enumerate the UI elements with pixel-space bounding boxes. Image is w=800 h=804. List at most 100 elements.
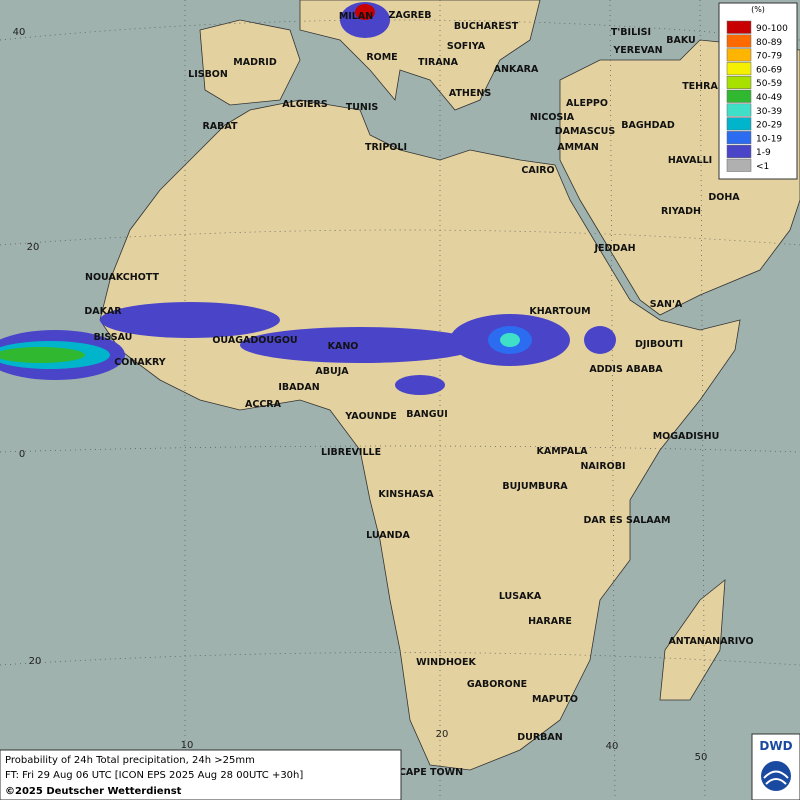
legend-swatch: [726, 89, 752, 103]
city-label: CAIRO: [521, 165, 554, 176]
lat-label: 0: [19, 449, 25, 460]
city-label: TRIPOLI: [365, 142, 407, 153]
legend-swatch: [726, 131, 752, 145]
city-label: WINDHOEK: [416, 657, 476, 668]
footer-line: ©2025 Deutscher Wetterdienst: [5, 786, 182, 797]
city-label: ALGIERS: [282, 99, 328, 110]
legend-swatch: [726, 144, 752, 158]
legend-label: 10-19: [756, 134, 782, 144]
legend-label: 90-100: [756, 24, 788, 34]
city-label: DAMASCUS: [555, 126, 616, 137]
lat-label: 20: [29, 656, 42, 667]
city-label: LISBON: [188, 69, 228, 80]
city-label: RIYADH: [661, 206, 701, 217]
city-label: BAGHDAD: [621, 120, 675, 131]
city-label: DOHA: [708, 192, 740, 203]
city-label: TIRANA: [418, 57, 459, 68]
legend-label: 80-89: [756, 38, 782, 48]
city-label: ROME: [366, 52, 397, 63]
legend-swatch: [726, 75, 752, 89]
city-label: ADDIS ABABA: [589, 364, 663, 375]
city-label: KANO: [328, 341, 359, 352]
city-label: RABAT: [202, 121, 238, 132]
lon-label: 40: [606, 741, 619, 752]
legend-swatch: [726, 48, 752, 62]
city-label: IBADAN: [278, 382, 319, 393]
city-label: BUCHAREST: [454, 21, 519, 32]
city-label: SOFIYA: [447, 41, 486, 52]
legend-swatch: [726, 117, 752, 131]
city-label: ZAGREB: [388, 10, 431, 21]
city-label: BISSAU: [94, 332, 133, 343]
city-label: LUSAKA: [499, 591, 542, 602]
city-label: DAR ES SALAAM: [584, 515, 671, 526]
city-label: HAVALLI: [668, 155, 712, 166]
lon-label: 50: [695, 752, 708, 763]
legend-unit: (%): [751, 5, 765, 14]
city-label: ANKARA: [494, 64, 539, 75]
precipitation: [0, 2, 616, 395]
city-label: CAPE TOWN: [399, 767, 463, 778]
city-label: YEREVAN: [612, 45, 662, 56]
city-label: LUANDA: [366, 530, 410, 541]
legend-label: 40-49: [756, 93, 782, 103]
logo-text: DWD: [759, 739, 792, 753]
lat-label: 20: [27, 242, 40, 253]
city-label: KINSHASA: [378, 489, 434, 500]
city-label: DURBAN: [517, 732, 563, 743]
city-label: T'BILISI: [611, 27, 651, 38]
city-label: MAPUTO: [532, 694, 578, 705]
labels: MILAN ZAGREB BUCHAREST SOFIYA T'BILISI BAKU YE…: [13, 10, 754, 778]
city-label: DJIBOUTI: [635, 339, 683, 350]
city-label: OUAGADOUGOU: [212, 335, 297, 346]
city-label: NAIROBI: [580, 461, 625, 472]
legend: (%) 90-100 80-89 70-79 60-69 50-59 40-49 30-39…: [718, 2, 798, 180]
city-label: BUJUMBURA: [502, 481, 568, 492]
city-label: TEHRA: [682, 81, 718, 92]
city-label: KAMPALA: [536, 446, 588, 457]
city-label: MILAN: [339, 11, 373, 22]
city-label: DAKAR: [84, 306, 122, 317]
logo-wave: [763, 770, 789, 785]
city-label: BAKU: [666, 35, 696, 46]
legend-swatch: [726, 20, 752, 34]
city-label: AMMAN: [557, 142, 599, 153]
city-label: GABORONE: [467, 679, 527, 690]
legend-label: 1-9: [756, 148, 771, 158]
city-label: MADRID: [233, 57, 277, 68]
lon-label: 20: [436, 729, 449, 740]
city-label: ALEPPO: [566, 98, 608, 109]
footer-line: FT: Fri 29 Aug 06 UTC [ICON EPS 2025 Aug…: [5, 770, 303, 781]
legend-label: 60-69: [756, 65, 782, 75]
legend-label: 50-59: [756, 79, 782, 89]
city-label: SAN'A: [650, 299, 683, 310]
city-label: MOGADISHU: [653, 431, 720, 442]
city-label: NOUAKCHOTT: [85, 272, 159, 283]
city-label: NICOSIA: [530, 112, 575, 123]
legend-swatch: [726, 62, 752, 76]
city-label: ABUJA: [315, 366, 349, 377]
legend-label: <1: [756, 162, 769, 172]
city-label: TUNIS: [346, 102, 379, 113]
city-label: ACCRA: [245, 399, 282, 410]
city-label: YAOUNDE: [344, 411, 396, 422]
city-label: JEDDAH: [593, 243, 635, 254]
city-label: CONAKRY: [114, 357, 166, 368]
city-label: LIBREVILLE: [321, 447, 381, 458]
logo-mark: [761, 761, 791, 791]
legend-swatch: [726, 158, 752, 172]
legend-label: 70-79: [756, 52, 782, 62]
legend-label: 30-39: [756, 107, 782, 117]
footer-box: [0, 749, 402, 801]
city-label: KHARTOUM: [529, 306, 590, 317]
legend-label: 20-29: [756, 121, 782, 131]
city-label: BANGUI: [406, 409, 448, 420]
legend-swatch: [726, 34, 752, 48]
footer-line: Probability of 24h Total precipitation, …: [5, 755, 255, 766]
city-label: ATHENS: [449, 88, 491, 99]
lon-label: 10: [181, 740, 194, 751]
city-label: HARARE: [528, 616, 572, 627]
